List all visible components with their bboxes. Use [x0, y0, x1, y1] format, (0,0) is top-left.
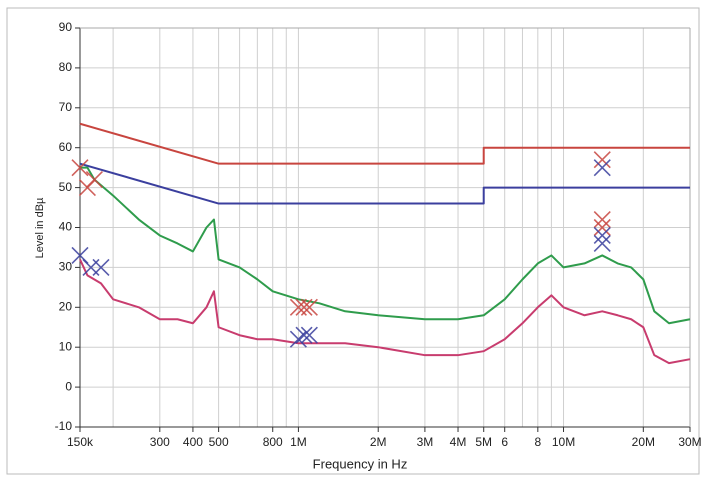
y-tick-label: 90 [59, 20, 73, 34]
marker-x [295, 326, 313, 344]
marker-x [593, 226, 611, 245]
y-tick-label: 80 [59, 60, 73, 74]
marker-x [593, 210, 611, 229]
x-tick-label: 150k [67, 435, 94, 449]
y-tick-label: 60 [59, 140, 73, 154]
y-tick-label: 40 [59, 220, 73, 234]
x-tick-label: 3M [417, 435, 434, 449]
series-line [79, 258, 691, 365]
marker-x [593, 151, 611, 169]
y-tick-label: 10 [59, 339, 73, 353]
marker-x [85, 171, 103, 189]
x-tick-label: 500 [209, 435, 229, 449]
x-tick-label: 2M [370, 435, 387, 449]
x-tick-label: 800 [263, 435, 283, 449]
marker-x [300, 298, 318, 316]
y-tick-label: 70 [59, 100, 73, 114]
marker-x [593, 234, 611, 253]
x-tick-label: 300 [150, 435, 170, 449]
x-tick-label: 4M [450, 435, 467, 449]
x-tick-label: 5M [475, 435, 492, 449]
marker-x [300, 326, 318, 344]
x-tick-label: 30M [678, 435, 701, 449]
y-tick-label: 20 [59, 299, 73, 313]
x-tick-label: 400 [183, 435, 203, 449]
y-tick-label: 50 [59, 180, 73, 194]
y-tick-label: -10 [55, 419, 73, 433]
y-axis-label: Level in dBµ [34, 197, 46, 258]
marker-x [71, 159, 89, 177]
x-tick-label: 20M [632, 435, 655, 449]
marker-x [593, 218, 611, 237]
series-line [79, 162, 690, 205]
x-axis-label: Frequency in Hz [313, 456, 408, 471]
x-tick-label: 8 [534, 435, 541, 449]
x-tick-label: 6 [501, 435, 508, 449]
frame [6, 7, 700, 475]
marker-x [593, 159, 611, 177]
y-tick-label: 30 [59, 260, 73, 274]
marker-x [295, 298, 313, 316]
y-tick-label: 0 [65, 379, 72, 393]
series-line [79, 122, 690, 165]
x-tick-label: 1M [290, 435, 307, 449]
series-line [80, 166, 691, 325]
marker-x [92, 258, 110, 276]
x-tick-label: 10M [552, 435, 575, 449]
